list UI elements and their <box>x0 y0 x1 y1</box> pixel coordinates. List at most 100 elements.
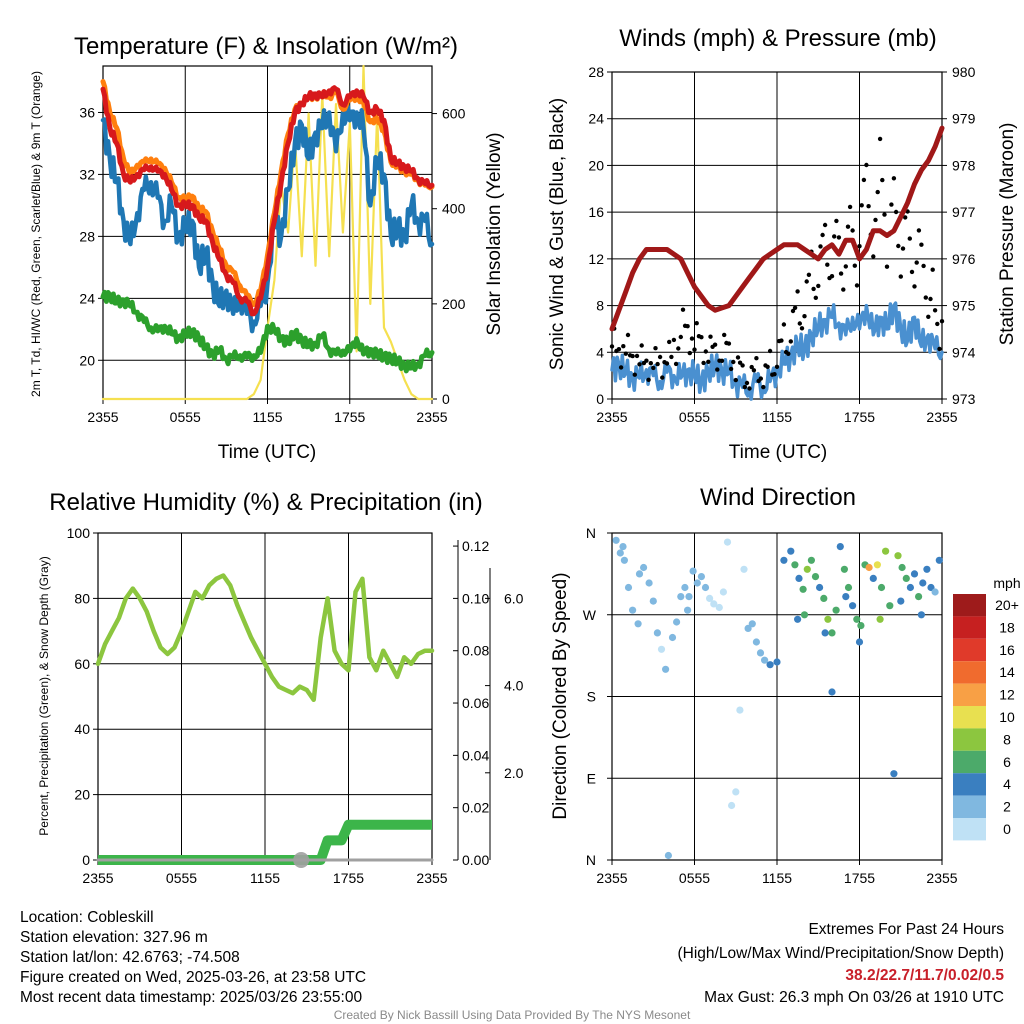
x-tick-label: 2355 <box>416 409 447 425</box>
direction-point <box>836 543 844 551</box>
gust-dot <box>687 350 692 356</box>
gust-dot <box>930 267 935 272</box>
precip-tick-label: 0.02 <box>462 800 489 816</box>
legend-label: 6 <box>1003 754 1011 770</box>
direction-point <box>780 556 788 564</box>
direction-point <box>849 602 857 610</box>
gust-dot <box>852 263 857 268</box>
snow-tick-label: 6.0 <box>504 590 524 606</box>
pressure-line <box>609 125 945 332</box>
gust-dot <box>859 203 864 208</box>
gust-dot <box>664 361 670 366</box>
direction-point <box>816 583 824 592</box>
gust-dot <box>935 321 940 327</box>
wind-y-label: 28 <box>588 64 604 80</box>
solar-y-label: 200 <box>442 296 466 312</box>
gust-dot <box>836 235 842 240</box>
direction-point <box>748 620 756 628</box>
credit-line: Created By Nick Bassill Using Data Provi… <box>334 1008 691 1022</box>
temp-chart-title: Temperature (F) & Insolation (W/m²) <box>74 33 458 60</box>
direction-point <box>715 603 723 612</box>
snow-tick-label: 4.0 <box>504 678 524 694</box>
gust-dot <box>804 279 809 284</box>
direction-point <box>919 579 927 587</box>
gust-dot <box>765 364 770 369</box>
pres-y-label: 980 <box>952 64 976 80</box>
legend-label: 2 <box>1003 799 1011 815</box>
x-tick-label: 0555 <box>166 870 197 886</box>
gust-dot <box>694 321 699 326</box>
direction-point <box>876 615 884 623</box>
direction-point <box>832 606 840 614</box>
gust-dot <box>703 349 708 354</box>
rh-y-label: 0 <box>82 852 90 868</box>
wind-y-label: 4 <box>596 344 604 360</box>
gust-dot <box>761 384 766 390</box>
direction-point <box>619 543 627 551</box>
gust-dot <box>903 215 908 220</box>
legend-label: 12 <box>999 687 1015 703</box>
direction-point <box>855 638 864 646</box>
direction-point <box>828 688 836 696</box>
gust-dot <box>673 361 679 367</box>
gust-dot <box>637 362 642 367</box>
x-tick-label: 2355 <box>87 409 118 425</box>
precip-tick-label: 0.06 <box>462 695 489 711</box>
gust-dot <box>790 308 796 314</box>
gust-dot <box>728 366 734 372</box>
dir-chart-title: Wind Direction <box>700 484 856 511</box>
legend-label: 10 <box>999 709 1015 725</box>
x-tick-label: 1755 <box>844 870 875 886</box>
direction-point <box>756 649 765 657</box>
direction-point <box>649 597 657 605</box>
precip-tick-label: 0.10 <box>462 590 489 606</box>
info-recent: Most recent data timestamp: 2025/03/26 2… <box>20 989 362 1006</box>
gust-dot <box>648 361 653 366</box>
direction-point <box>787 547 795 555</box>
rh-y-label: 40 <box>74 721 90 737</box>
gust-dot <box>689 336 695 341</box>
gust-dot <box>708 334 713 339</box>
snow-tick-label: 2.0 <box>504 765 524 781</box>
legend-label: 16 <box>999 642 1015 658</box>
gust-dot <box>676 346 681 351</box>
direction-point <box>744 624 752 633</box>
gust-dot <box>907 236 912 241</box>
pres-y-label: 977 <box>952 204 976 220</box>
legend-swatch <box>953 750 986 774</box>
direction-point <box>800 611 809 619</box>
direction-point <box>677 593 685 601</box>
direction-point <box>645 579 653 587</box>
gust-dot <box>772 372 777 377</box>
legend-swatch <box>953 594 986 617</box>
gust-dot <box>685 324 690 329</box>
direction-point <box>629 606 637 614</box>
gust-dot <box>882 212 887 217</box>
legend-label: 20+ <box>995 597 1019 613</box>
gust-dot <box>802 314 807 319</box>
gust-dot <box>639 343 644 348</box>
gust-dot <box>939 319 945 324</box>
direction-point <box>612 536 620 544</box>
windchill-line <box>100 104 435 334</box>
direction-point <box>752 638 761 646</box>
extremes-gust: Max Gust: 26.3 mph On 03/26 at 1910 UTC <box>704 989 1004 1006</box>
gust-dot <box>735 355 741 360</box>
gust-dot <box>719 358 725 363</box>
direction-point <box>662 665 670 673</box>
gust-dot <box>618 365 624 370</box>
precip-tick-label: 0.12 <box>462 538 489 554</box>
legend-swatch <box>953 638 986 662</box>
pres-y-label: 974 <box>952 344 976 360</box>
rh-chart-title: Relative Humidity (%) & Precipitation (i… <box>49 489 482 516</box>
gust-dot <box>722 332 727 338</box>
gust-dot <box>818 244 823 249</box>
x-tick-label: 2355 <box>416 870 447 886</box>
dir-tick-label: N <box>586 852 596 868</box>
direction-point <box>842 593 850 601</box>
x-tick-label: 2355 <box>596 409 627 425</box>
gust-dot <box>740 363 745 368</box>
gust-dot <box>816 283 821 289</box>
direction-point <box>902 574 910 583</box>
